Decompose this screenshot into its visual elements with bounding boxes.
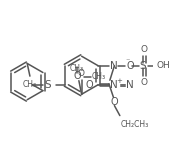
Text: CH₃: CH₃ [92,72,106,81]
Text: N: N [110,61,118,71]
Text: O: O [111,97,118,107]
Text: N: N [126,80,134,90]
Text: S: S [45,80,51,90]
Text: CH₃: CH₃ [70,64,84,73]
Text: CH₃: CH₃ [23,80,37,89]
Text: O: O [73,71,81,81]
Text: O: O [141,78,148,86]
Text: O: O [141,45,148,54]
Text: O: O [85,80,93,90]
Text: ⁻: ⁻ [125,57,130,66]
Text: O: O [126,61,134,71]
Text: O: O [77,69,84,78]
Text: CH₂CH₃: CH₂CH₃ [121,120,149,129]
Text: S: S [140,61,146,71]
Text: +: + [116,78,122,84]
Text: N: N [110,80,118,90]
Text: OH: OH [156,61,169,70]
